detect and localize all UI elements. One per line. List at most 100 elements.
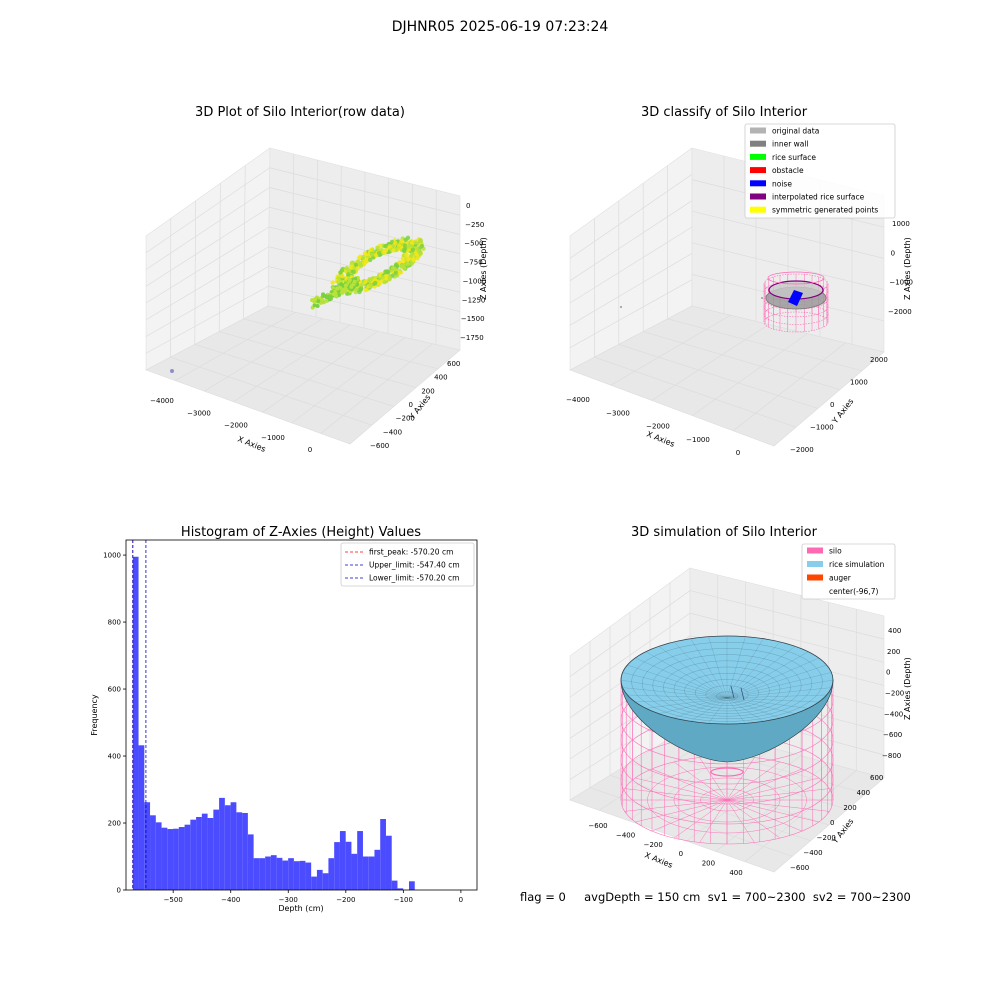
- point: [312, 303, 317, 308]
- histogram-x-label: Depth (cm): [278, 904, 323, 913]
- point: [358, 286, 364, 291]
- rice-mesh-spoke: [726, 697, 809, 709]
- legend-label: symmetric generated points: [772, 206, 878, 215]
- y-tick-label: 600: [870, 774, 883, 782]
- point: [361, 254, 366, 260]
- floor-pane: [569, 305, 885, 447]
- point: [373, 280, 378, 286]
- point: [327, 294, 332, 299]
- panel-simulation-3d: 3D simulation of Silo Interior −600−400−…: [569, 525, 912, 877]
- histogram-bar: [385, 835, 392, 890]
- point: [406, 244, 411, 249]
- histogram-bar: [184, 824, 191, 890]
- histogram-y-label: Frequency: [90, 694, 99, 736]
- histogram-bar: [351, 853, 358, 890]
- z-tick-label: −600: [883, 731, 902, 739]
- point: [375, 245, 380, 250]
- grid-line: [145, 246, 269, 321]
- point: [387, 275, 392, 280]
- histogram-bar: [201, 813, 208, 890]
- rice-mesh-spoke: [726, 636, 746, 699]
- y-tick-label: 0: [117, 887, 121, 895]
- grid-line: [657, 748, 774, 832]
- legend-label: original data: [772, 127, 819, 136]
- rice-mesh-spoke: [690, 638, 728, 699]
- point: [393, 262, 399, 268]
- z-tick-label: −200: [885, 690, 904, 698]
- z-tick-label: −1750: [460, 334, 484, 342]
- grid-line: [610, 314, 731, 386]
- histogram-y-ticks: 0 200 400 600 800 1000: [103, 552, 126, 895]
- legend-swatch: [750, 140, 766, 147]
- point: [399, 239, 404, 244]
- grid-line: [145, 226, 270, 304]
- grid-line: [732, 342, 846, 432]
- panel-histogram: Histogram of Z-Axies (Height) Values −50…: [90, 525, 478, 913]
- rice-mesh-spoke: [726, 638, 764, 699]
- histogram-bar: [230, 802, 237, 890]
- panel4-title: 3D simulation of Silo Interior: [631, 525, 818, 540]
- point: [358, 263, 364, 268]
- noise-cluster: [788, 290, 803, 306]
- rice-mesh-spoke: [645, 697, 728, 709]
- z-tick-label: −400: [884, 710, 903, 718]
- rice-mesh-spoke: [726, 641, 781, 699]
- panel2-z-label: Z Axies (Depth): [903, 237, 912, 300]
- histogram-bar: [305, 862, 312, 890]
- rice-mesh-spoke: [635, 697, 728, 703]
- grid-line: [569, 174, 693, 259]
- grid-line: [569, 279, 693, 348]
- y-tick-label: 200: [108, 820, 121, 828]
- histogram-bar: [259, 858, 266, 890]
- z-tick-label: 200: [887, 648, 900, 656]
- grid-line: [291, 337, 406, 424]
- z-tick-label: 0: [886, 669, 890, 677]
- point: [313, 297, 318, 302]
- histogram-bar: [311, 876, 317, 890]
- point: [403, 237, 408, 242]
- y-tick-label: 400: [108, 753, 121, 761]
- x-tick-label: −200: [644, 841, 663, 849]
- grid-line: [569, 226, 693, 304]
- x-tick-label: −2000: [646, 423, 670, 431]
- panel1-z-label: Z Axies (Depth): [479, 237, 488, 300]
- panel2-x-label: X Axies: [645, 430, 676, 449]
- point: [381, 249, 387, 255]
- histogram-bar: [207, 817, 214, 890]
- rice-mesh-spoke: [726, 679, 834, 699]
- rice-mesh-spoke: [726, 651, 809, 699]
- rice-mesh-spoke: [726, 697, 746, 724]
- panel-raw-3d: 3D Plot of Silo Interior(row data) −4000…: [145, 105, 488, 454]
- point: [382, 280, 387, 285]
- histogram-bar: [316, 869, 323, 890]
- z-tick-label: −750: [463, 259, 482, 267]
- legend-label: Upper_limit: -547.40 cm: [369, 561, 460, 570]
- legend-label: obstacle: [772, 166, 804, 175]
- panel1-z-ticks: 0 −250 −500 −750 −1000 −1250 −1500 −1750: [460, 202, 486, 342]
- point: [380, 275, 385, 280]
- legend-label: inner wall: [772, 140, 809, 149]
- point: [393, 270, 398, 275]
- point: [406, 257, 411, 262]
- z-tick-label: −1250: [462, 296, 486, 304]
- histogram-bar: [167, 829, 174, 890]
- grid-line: [268, 285, 461, 332]
- rice-mesh-spoke: [622, 687, 728, 699]
- rice-mesh-spoke: [726, 672, 832, 699]
- point: [409, 240, 414, 245]
- y-tick-label: 600: [108, 686, 121, 694]
- rice-mesh-spoke: [726, 697, 781, 719]
- point: [404, 252, 409, 258]
- legend-label: center(-96,7): [829, 587, 878, 596]
- grid-line: [233, 324, 351, 403]
- rice-mesh-spoke: [645, 651, 728, 699]
- z-tick-label: −250: [465, 221, 484, 229]
- z-tick-label: −800: [882, 752, 901, 760]
- y-tick-label: 1000: [103, 552, 121, 560]
- grid-line: [691, 242, 885, 290]
- grid-line: [219, 331, 417, 388]
- x-tick-label: −600: [588, 822, 607, 830]
- panel4-x-ticks: −600 −400 −200 0 200 400: [588, 822, 742, 877]
